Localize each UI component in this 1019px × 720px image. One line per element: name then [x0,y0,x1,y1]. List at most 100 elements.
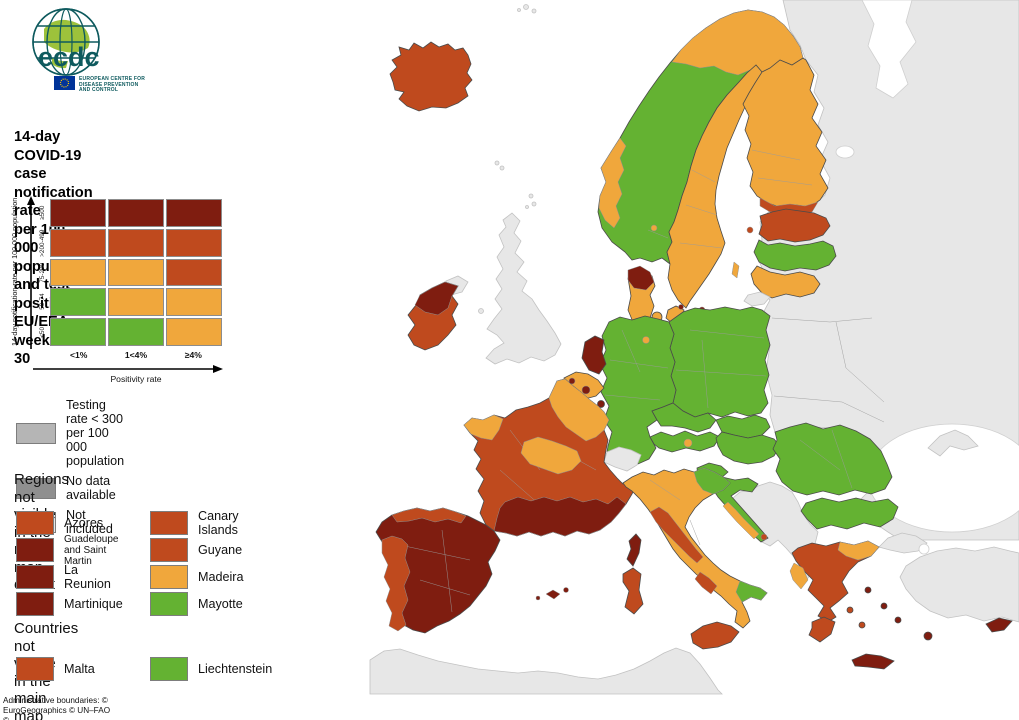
legend-label: Guadeloupe and Saint Martin [64,533,119,567]
legend-label: Canary Islands [198,509,239,537]
matrix-cell [166,258,222,287]
map-region-estonia [758,208,831,243]
legend-swatch [16,538,54,562]
map-region-epirus [789,562,809,590]
map-region-oslo [650,224,658,232]
map-region-czechia [651,402,717,433]
legend-label: Testing rate < 300 per 100 000 populatio… [66,398,125,468]
map-region-turkey [899,546,1019,623]
eu-flag-icon [54,76,75,90]
map-region-luxembourg [597,400,605,408]
matrix-col-label: ≥4% [184,350,202,360]
map-region-crete [851,653,895,670]
map-region-menorca [563,587,569,593]
map-region-poland [668,306,771,418]
map-region-campania [694,571,718,595]
map-region-finland-south [759,197,819,215]
map-region-aegean-island [846,606,854,614]
matrix-row-labels: ≥500 >200-499 75-200 50-74 <50 [36,199,48,346]
map-region-finland [742,57,829,209]
map-region-rhodes [923,631,933,641]
legend-label: Not included [66,508,113,536]
legend-item: Azores [16,511,123,535]
map-region-united-kingdom [485,212,562,365]
map-region-bulgaria [800,497,899,530]
map-region-netherlands [581,335,607,375]
legend-label: La Reunion [64,563,111,591]
legend-item: Martinique [16,592,123,616]
legend-label: Guyane [198,543,243,557]
map-region-portugal [381,535,411,632]
map-region-svalbard [517,8,521,12]
matrix-cell [108,258,164,287]
matrix-grid [50,199,222,346]
map-region-north-africa [369,647,723,695]
map-region-puglia [735,580,768,603]
legend-item: Testing rate < 300 per 100 000 populatio… [16,398,124,468]
map-region-corsica [626,533,642,567]
map-region-italy-central [649,506,704,564]
map-region-crimea [927,429,979,457]
matrix-y-axis-arrow [27,196,35,349]
legend-swatch [16,422,56,444]
map-lake-ladoga [835,145,855,159]
globe-icon [32,8,100,76]
map-region-austria-spot [683,438,693,448]
map-region-iceland [389,41,473,112]
matrix-x-axis-label: Positivity rate [110,374,162,384]
map-region-aegean-island [858,621,866,629]
map-region-faroe [494,160,500,166]
matrix-cell [50,288,106,317]
map-region-faroe [499,165,505,171]
legend-item: No data available [16,474,124,502]
map-sea-white-sea [861,0,917,99]
matrix-cell [166,288,222,317]
matrix-row-label: ≥500 [38,205,46,220]
map-region-norway-north [671,9,804,76]
legend-item: Madeira [150,565,244,589]
matrix-cell [166,199,222,227]
legend-label: Martinique [64,597,123,611]
legend-label: No data available [66,474,116,502]
legend-item: Canary Islands [150,509,244,537]
matrix-row-label: 50-74 [38,294,46,311]
legend-swatch [150,511,188,535]
ecdc-org-name: EUROPEAN CENTRE FOR DISEASE PREVENTION A… [79,76,146,94]
matrix-cell [50,228,106,257]
map-region-isle-of-man [478,308,484,314]
matrix-cell [108,318,164,346]
map-region-croatia-coast [722,501,760,540]
map-region-aegean-island [894,616,902,624]
legend-swatch [16,657,54,681]
legend-label: Liechtenstein [198,662,273,676]
legend-label: Azores [64,516,104,530]
legend-swatch [16,477,56,499]
map-region-latvia [753,239,837,272]
matrix-cell [50,318,106,346]
map-region-greece-northeast [837,540,880,561]
map-region-dubrovnik [760,533,768,541]
legend-label: Madeira [198,570,244,584]
matrix-col-labels: <1% 1<4% ≥4% [50,350,222,360]
map-region-aegean-island [880,602,888,610]
legend-item: Mayotte [150,592,244,616]
regions-column-1: Azores Guadeloupe and Saint Martin La Reuni… [16,511,123,616]
map-region-france-south [493,496,627,537]
matrix-cell [108,228,164,257]
map-region-estonia-islands [746,226,754,234]
map-region-svalbard [531,8,537,14]
matrix-cell [108,199,164,227]
matrix-cell [50,258,106,287]
map-region-germany-spot [642,336,650,344]
matrix-cell [108,288,164,317]
matrix-col-label: 1<4% [124,350,148,360]
legend-item: La Reunion [16,563,123,591]
map-region-aegean-island [864,586,872,594]
ecdc-logo: ecdc EUROPEAN CENTRE FOR DISEASE PREVENT… [16,4,166,96]
map-region-lithuania [750,265,821,299]
map-region-france-centre [520,436,582,475]
map-region-norway-coast [598,137,627,229]
matrix-row-label: >200-499 [38,229,46,257]
matrix-col-label: <1% [69,350,88,360]
legend-swatch [16,565,54,589]
